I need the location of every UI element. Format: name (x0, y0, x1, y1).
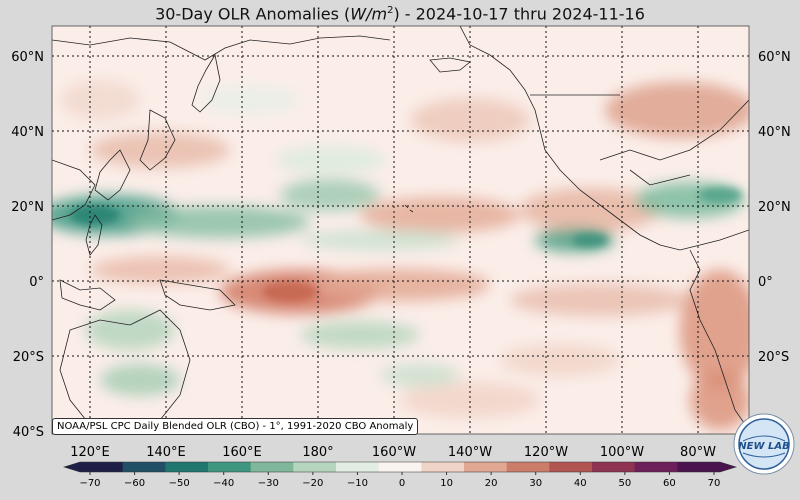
colorbar-tick-label: 10 (440, 478, 453, 489)
colorbar-swatch (208, 462, 252, 472)
colorbar-outline (62, 461, 738, 473)
colorbar-tick-label: −40 (213, 478, 234, 489)
colorbar-swatch (250, 462, 294, 472)
colorbar-tick-label: −30 (258, 478, 279, 489)
colorbar-tick-label: −10 (347, 478, 368, 489)
colorbar-tick-label: −20 (302, 478, 323, 489)
colorbar-tick-label: 70 (708, 478, 721, 489)
data-credit-label: NOAA/PSL CPC Daily Blended OLR (CBO) - 1… (52, 418, 419, 435)
lon-label: 180° (302, 445, 333, 460)
anomaly-field (52, 26, 749, 431)
colorbar-swatch (464, 462, 508, 472)
colorbar: −70 −60 −50 −40 −30 −20 −10 0 10 20 30 40 50 60 70 (62, 461, 738, 489)
colorbar-swatch (634, 462, 678, 472)
map-title: 30-Day OLR Anomalies (W/m2) - 2024-10-17… (0, 0, 800, 24)
colorbar-extend-high (720, 462, 736, 472)
lon-label: 120°E (70, 445, 110, 460)
colorbar-swatch (549, 462, 593, 472)
title-prefix: 30-Day OLR Anomalies ( (155, 4, 351, 24)
colorbar-swatch (165, 462, 209, 472)
noaa-psl-logo: NEW LAB (733, 413, 795, 475)
lat-label-right: 40°N (758, 125, 791, 140)
colorbar-tick-label: 0 (399, 478, 405, 489)
colorbar-extend-low (64, 462, 80, 472)
lon-label: 160°E (222, 445, 262, 460)
lat-label-right: 20°N (758, 200, 791, 215)
colorbar-swatch (122, 462, 166, 472)
lat-label-left: 60°N (11, 50, 44, 65)
lat-label-left: 0° (29, 275, 44, 290)
lon-label: 140°E (146, 445, 186, 460)
colorbar-tick-label: 20 (485, 478, 498, 489)
title-units: W/m (350, 4, 388, 24)
colorbar-swatch (421, 462, 465, 472)
logo-text: NEW LAB (738, 441, 789, 452)
colorbar-swatch (336, 462, 380, 472)
lon-label: 100°W (600, 445, 644, 460)
colorbar-swatch (80, 462, 124, 472)
colorbar-tick-label: −60 (124, 478, 145, 489)
lon-label: 140°W (448, 445, 492, 460)
lon-label: 80°W (680, 445, 716, 460)
title-units-power: 2 (387, 5, 394, 16)
colorbar-tick-label: −50 (169, 478, 190, 489)
colorbar-swatch (592, 462, 636, 472)
title-suffix: ) - 2024-10-17 thru 2024-11-16 (393, 4, 645, 24)
colorbar-swatch (506, 462, 550, 472)
colorbar-tick-label: 60 (663, 478, 676, 489)
lat-label-right: 60°N (758, 50, 791, 65)
lon-label: 160°W (372, 445, 416, 460)
colorbar-tick-label: −70 (79, 478, 100, 489)
lat-label-right: 0° (758, 275, 773, 290)
coastlines (52, 26, 749, 431)
lat-label-left: 20°S (13, 350, 44, 365)
colorbar-tick-label: 30 (529, 478, 542, 489)
lat-label-left: 40°N (11, 125, 44, 140)
grid-lines (52, 26, 749, 434)
colorbar-swatch (677, 462, 721, 472)
lat-label-left: 40°S (13, 425, 44, 440)
colorbar-swatch (293, 462, 337, 472)
lat-label-right: 20°S (758, 350, 789, 365)
colorbar-tick-label: 40 (574, 478, 587, 489)
lat-label-left: 20°N (11, 200, 44, 215)
lon-label: 120°W (524, 445, 568, 460)
colorbar-swatch (378, 462, 422, 472)
colorbar-tick-label: 50 (618, 478, 631, 489)
